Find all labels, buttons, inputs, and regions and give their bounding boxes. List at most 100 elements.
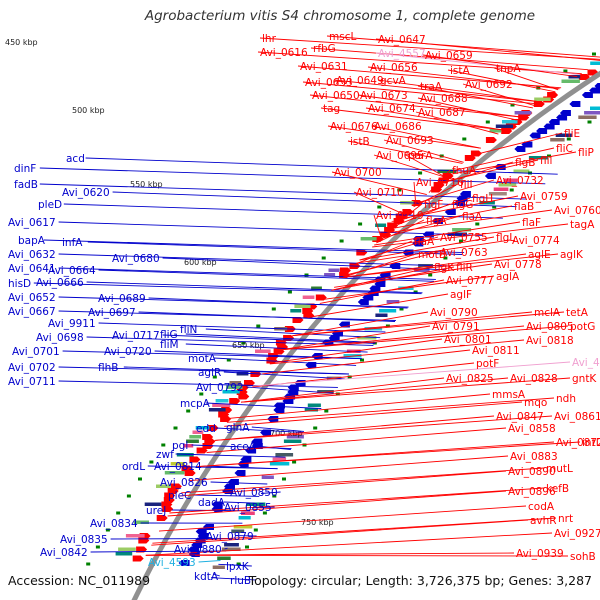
feature-block bbox=[498, 183, 517, 187]
left-connector-line bbox=[246, 386, 334, 394]
tick-mark bbox=[509, 188, 514, 192]
tick-mark bbox=[262, 511, 267, 515]
tick-mark bbox=[304, 273, 309, 277]
left-gene-label: Avi_0652 bbox=[8, 292, 56, 304]
right-gene-label: Avi_0760 bbox=[554, 205, 600, 217]
right-connector-line bbox=[302, 81, 539, 105]
feature-block bbox=[375, 313, 388, 317]
right-gene-label: Avi_0828 bbox=[510, 373, 558, 385]
left-gene-label: Avi_0711 bbox=[8, 376, 56, 388]
kbp-label-750: 750 kbp bbox=[301, 518, 334, 527]
left-gene-label: Avi_4593 bbox=[148, 557, 196, 569]
left-gene-label: Avi_0641 bbox=[8, 263, 56, 275]
feature-block bbox=[386, 300, 400, 304]
right-connector-line bbox=[454, 147, 555, 171]
right-gene-label: Avi_4557 bbox=[378, 48, 426, 60]
tick-mark bbox=[186, 409, 191, 413]
left-connector-line bbox=[98, 322, 386, 333]
right-connector-line bbox=[471, 132, 563, 156]
feature-block bbox=[283, 439, 302, 443]
forward-gene-arrow bbox=[244, 380, 255, 386]
left-gene-label: ordL bbox=[122, 461, 145, 473]
feature-block bbox=[212, 565, 225, 569]
forward-gene-arrow bbox=[238, 393, 250, 400]
right-connector-line bbox=[241, 377, 571, 403]
left-connector-line bbox=[204, 465, 278, 470]
left-gene-label: Avi_0814 bbox=[154, 461, 202, 473]
right-connector-line bbox=[417, 97, 517, 121]
left-connector-line bbox=[110, 538, 234, 540]
feature-block bbox=[578, 115, 597, 119]
right-gene-label: flaA bbox=[414, 236, 435, 248]
right-gene-label: Avi_0858 bbox=[508, 423, 556, 435]
forward-gene-arrow bbox=[533, 101, 545, 107]
right-gene-label: Avi_0693 bbox=[386, 135, 434, 147]
feature-block bbox=[550, 138, 565, 142]
right-gene-label: mqo bbox=[524, 397, 547, 409]
reverse-gene-arrow bbox=[581, 92, 593, 98]
feature-block bbox=[118, 547, 136, 551]
left-connector-line bbox=[58, 221, 484, 236]
left-connector-line bbox=[162, 257, 446, 271]
right-gene-label: Avi_0649 bbox=[336, 75, 384, 87]
tick-mark bbox=[302, 443, 307, 447]
right-connector-line bbox=[390, 205, 513, 230]
forward-gene-arrow bbox=[220, 416, 232, 422]
right-connector-line bbox=[343, 253, 559, 278]
feature-block bbox=[269, 462, 290, 466]
feature-block bbox=[307, 403, 321, 407]
tick-mark bbox=[199, 392, 204, 396]
right-gene-label: Avi_0700 bbox=[334, 167, 382, 179]
feature-block bbox=[360, 237, 377, 241]
kbp-label-650: 650 kbp bbox=[232, 341, 265, 350]
forward-gene-arrow bbox=[156, 515, 168, 521]
tick-mark bbox=[462, 137, 467, 141]
right-connector-line bbox=[259, 37, 600, 60]
right-gene-label: parA bbox=[408, 150, 433, 162]
feature-block bbox=[229, 381, 241, 385]
feature-block bbox=[233, 525, 253, 529]
right-gene-label: Avi_0732 bbox=[496, 175, 544, 187]
left-gene-label: zwf bbox=[156, 449, 174, 461]
forward-gene-arrow bbox=[518, 114, 530, 121]
left-connector-line bbox=[251, 506, 275, 509]
reverse-gene-arrow bbox=[514, 146, 526, 152]
right-gene-label: flgG bbox=[452, 199, 473, 211]
right-gene-label: Avi_0687 bbox=[418, 107, 466, 119]
feature-block bbox=[286, 435, 304, 439]
left-connector-line bbox=[210, 481, 268, 485]
right-connector-line bbox=[331, 171, 427, 196]
feature-block bbox=[275, 453, 294, 457]
feature-block bbox=[255, 349, 271, 353]
feature-block bbox=[186, 439, 199, 443]
tick-mark bbox=[587, 120, 592, 124]
right-connector-line bbox=[380, 215, 461, 240]
left-gene-label: Avi_0702 bbox=[8, 362, 56, 374]
left-gene-label: Avi_0680 bbox=[112, 253, 160, 265]
left-connector-line bbox=[162, 334, 376, 344]
right-gene-label: flgK bbox=[434, 262, 455, 274]
feature-block bbox=[495, 124, 513, 128]
left-connector-line bbox=[224, 547, 228, 550]
right-gene-label: Avi_0939 bbox=[516, 548, 564, 560]
right-gene-label: Avi_0861 bbox=[554, 411, 600, 423]
forward-gene-arrow bbox=[207, 425, 219, 431]
left-gene-label: ureJ bbox=[146, 505, 166, 517]
reverse-gene-arrow bbox=[569, 101, 581, 107]
right-gene-label: codA bbox=[528, 501, 555, 513]
feature-block bbox=[503, 178, 518, 182]
feature-block bbox=[115, 552, 133, 556]
right-connector-line bbox=[405, 154, 447, 178]
tick-mark bbox=[116, 511, 121, 515]
right-gene-label: flgB bbox=[515, 157, 535, 169]
right-gene-label: mmsA bbox=[492, 389, 526, 401]
right-gene-label: Avi_0686 bbox=[374, 121, 422, 133]
feature-block bbox=[208, 408, 226, 412]
feature-block bbox=[514, 111, 532, 115]
tick-mark bbox=[399, 307, 404, 311]
feature-block bbox=[328, 268, 340, 272]
right-gene-label: fliR bbox=[456, 262, 473, 274]
tick-mark bbox=[292, 460, 297, 464]
forward-gene-arrow bbox=[162, 506, 174, 512]
forward-gene-arrow bbox=[189, 456, 201, 463]
